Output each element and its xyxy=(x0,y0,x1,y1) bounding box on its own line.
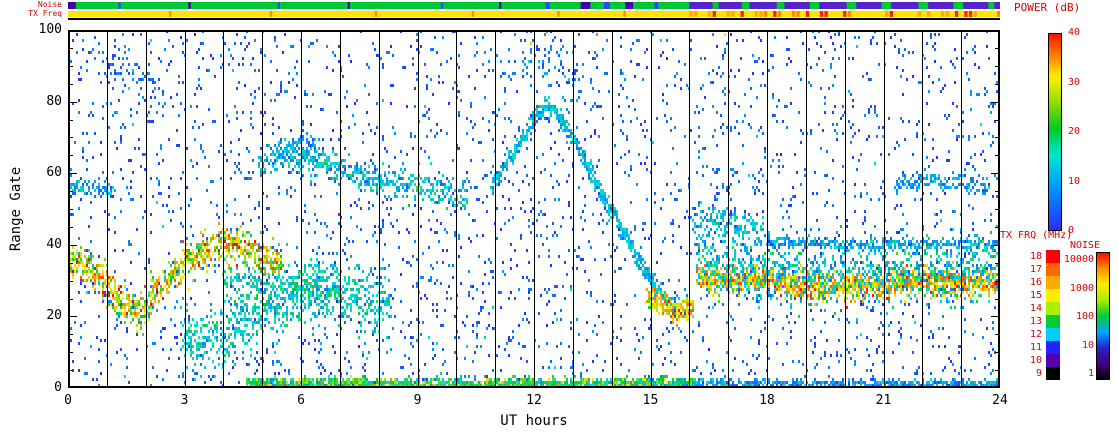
noise-legend-title: NOISE xyxy=(1070,240,1101,251)
x-tick-label: 24 xyxy=(992,393,1008,408)
noise-strip-label: Noise xyxy=(37,0,62,9)
strip-separator-line xyxy=(68,18,1000,20)
tx-frq-tick-label: 11 xyxy=(1029,342,1042,353)
rti-heatmap-canvas xyxy=(68,30,1000,388)
y-tick-label: 80 xyxy=(46,93,62,109)
tx-frq-bin xyxy=(1046,263,1060,276)
y-axis-title: Range Gate xyxy=(8,166,24,252)
tx-frq-tick-label: 14 xyxy=(1029,303,1042,314)
x-tick-label: 21 xyxy=(875,393,892,408)
x-tick-label: 15 xyxy=(642,393,659,408)
power-legend-title: POWER (dB) xyxy=(1014,1,1081,14)
tx-frq-bin xyxy=(1046,328,1060,341)
y-tick-label: 0 xyxy=(54,380,62,395)
noise-tick-label: 100 xyxy=(1075,311,1094,322)
noise-colorbar xyxy=(1096,252,1110,380)
noise-tick-label: 1000 xyxy=(1069,282,1094,294)
x-tick-label: 3 xyxy=(180,393,189,408)
tx-frq-tick-label: 9 xyxy=(1035,368,1042,379)
power-tick-label: 30 xyxy=(1068,76,1081,88)
power-tick-label: 0 xyxy=(1068,225,1075,236)
y-tick-label: 40 xyxy=(46,236,62,252)
x-tick-label: 9 xyxy=(413,393,422,408)
tx-frq-tick-label: 17 xyxy=(1029,264,1042,275)
tx-frq-bin xyxy=(1046,367,1060,380)
x-tick-label: 6 xyxy=(297,393,305,408)
tx-frq-tick-label: 16 xyxy=(1029,277,1042,288)
tx-frq-bin xyxy=(1046,341,1060,354)
x-axis-title: UT hours xyxy=(500,413,568,429)
noise-strip xyxy=(68,2,1000,9)
x-tick-label: 12 xyxy=(526,393,542,408)
tx-frq-bin xyxy=(1046,289,1060,302)
noise-tick-label: 10 xyxy=(1081,339,1094,351)
x-tick-label: 18 xyxy=(759,393,775,408)
noise-tick-label: 10000 xyxy=(1063,254,1094,265)
power-colorbar xyxy=(1048,33,1062,231)
tx-frq-bin xyxy=(1046,354,1060,367)
txfrq-legend-title: TX FRQ (MHz) xyxy=(1000,230,1073,241)
tx-frq-tick-label: 15 xyxy=(1029,290,1042,301)
tx-frq-bin xyxy=(1046,250,1060,263)
power-tick-label: 10 xyxy=(1068,175,1081,187)
tx-frq-bin xyxy=(1046,302,1060,315)
tx-frq-bin xyxy=(1046,315,1060,328)
txfreq-strip-label: TX Freq xyxy=(28,9,62,18)
tx-frq-tick-label: 13 xyxy=(1029,316,1042,327)
power-tick-label: 20 xyxy=(1068,126,1081,137)
y-tick-label: 60 xyxy=(46,165,62,181)
tx-frq-tick-label: 10 xyxy=(1029,355,1042,366)
y-tick-label: 20 xyxy=(46,308,62,324)
txfreq-strip xyxy=(68,11,1000,17)
x-tick-label: 0 xyxy=(64,393,72,408)
tx-frq-bin xyxy=(1046,276,1060,289)
tx-frq-tick-label: 12 xyxy=(1029,329,1042,340)
power-tick-label: 40 xyxy=(1068,27,1081,38)
tx-frq-tick-label: 18 xyxy=(1029,251,1042,262)
noise-tick-label: 1 xyxy=(1087,368,1094,379)
y-tick-label: 100 xyxy=(38,22,62,37)
